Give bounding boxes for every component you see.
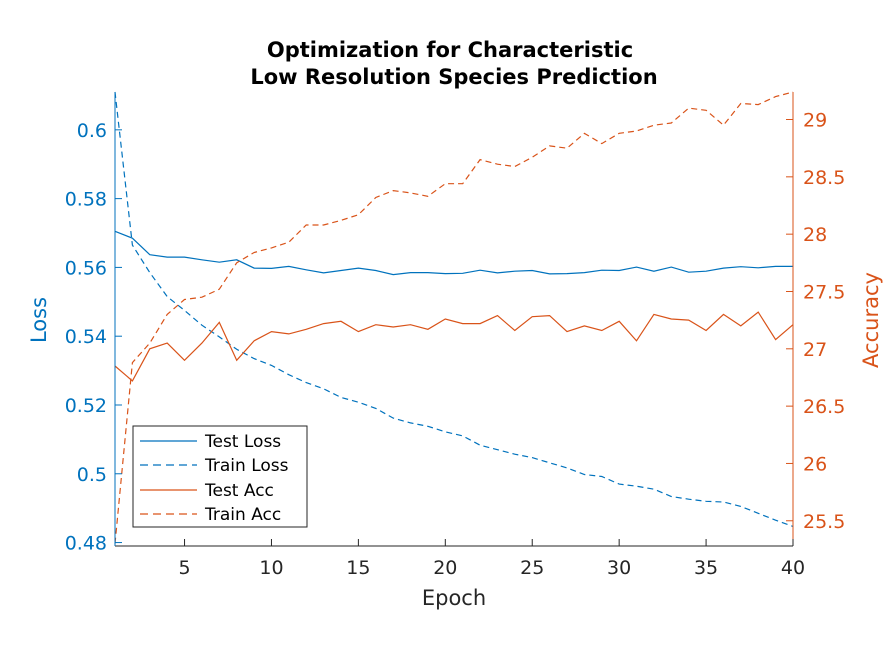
y-right-tick-label: 25.5 <box>803 511 845 533</box>
legend-box <box>132 425 308 528</box>
legend-label-train-acc: Train Acc <box>204 505 281 525</box>
chart-title-line-1: Optimization for Characteristic <box>267 38 633 62</box>
x-tick-label: 40 <box>781 557 805 579</box>
series-layer <box>114 91 794 544</box>
series-line-test-loss <box>114 230 793 276</box>
y-right-tick-label: 28.5 <box>803 167 845 189</box>
y-right-tick-label: 28 <box>803 224 827 246</box>
y-right-tick-label: 29 <box>803 110 827 132</box>
y-left-tick-label: 0.58 <box>65 189 107 211</box>
y-left-tick-label: 0.48 <box>65 533 107 555</box>
x-tick-label: 25 <box>520 557 544 579</box>
chart-title-line-2: Low Resolution Species Prediction <box>250 65 657 89</box>
axes-layer: 5 10 15 20 25 30 35 40 0.48 0.5 0.52 0.54 0.56 0.58 0.… <box>65 92 845 579</box>
series-line-train-loss <box>114 91 794 527</box>
x-tick-label: 20 <box>433 557 457 579</box>
y-left-tick-label: 0.5 <box>77 464 107 486</box>
y-right-tick-label: 27 <box>803 339 827 361</box>
legend-label-train-loss: Train Loss <box>204 456 289 476</box>
y-axis-right-label: Accuracy <box>859 272 883 368</box>
y-left-tick-label: 0.54 <box>65 326 107 348</box>
y-left-tick-label: 0.52 <box>65 395 107 417</box>
legend-label-test-acc: Test Acc <box>204 481 274 501</box>
series-line-test-acc <box>114 311 794 382</box>
y-left-tick-label: 0.56 <box>65 257 107 279</box>
x-axis-label: Epoch <box>422 586 486 610</box>
y-right-tick-label: 26 <box>803 453 827 475</box>
x-tick-label: 35 <box>694 557 718 579</box>
x-tick-label: 10 <box>259 557 283 579</box>
y-axis-left-label: Loss <box>27 297 51 343</box>
y-right-tick-label: 27.5 <box>803 281 845 303</box>
y-left-tick-label: 0.6 <box>77 120 107 142</box>
x-tick-label: 30 <box>607 557 631 579</box>
x-tick-label: 15 <box>346 557 370 579</box>
legend: Test Loss Train Loss Test Acc Train Acc <box>132 425 308 528</box>
x-tick-label: 5 <box>178 557 190 579</box>
legend-label-test-loss: Test Loss <box>204 432 281 452</box>
y-right-tick-label: 26.5 <box>803 396 845 418</box>
series-line-train-acc <box>114 91 794 544</box>
